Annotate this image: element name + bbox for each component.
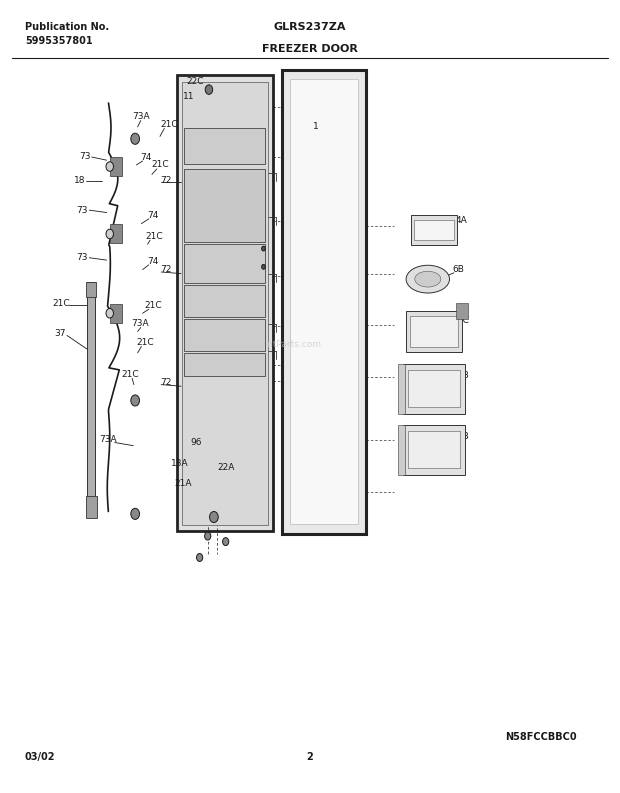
Polygon shape (410, 215, 457, 245)
Polygon shape (403, 363, 465, 414)
Text: 21C: 21C (122, 370, 139, 379)
Text: 72: 72 (161, 377, 172, 387)
Polygon shape (414, 220, 453, 240)
Text: 73: 73 (79, 151, 91, 161)
Circle shape (262, 246, 265, 251)
Circle shape (131, 133, 140, 144)
Text: 73: 73 (77, 205, 88, 215)
Polygon shape (456, 303, 468, 319)
Text: 72: 72 (161, 265, 172, 274)
Text: 21A: 21A (175, 479, 192, 488)
Text: 1: 1 (313, 122, 319, 132)
Text: 21C: 21C (161, 120, 178, 129)
Text: 6B: 6B (453, 265, 465, 274)
Polygon shape (184, 285, 265, 317)
Circle shape (197, 554, 203, 561)
Text: 11: 11 (184, 92, 195, 102)
Polygon shape (184, 128, 265, 164)
Text: 73: 73 (77, 253, 88, 262)
Circle shape (205, 532, 211, 540)
Polygon shape (184, 320, 265, 351)
Circle shape (262, 265, 265, 270)
Text: 74: 74 (141, 152, 152, 162)
Ellipse shape (406, 265, 450, 293)
Text: 22C: 22C (187, 77, 204, 86)
Text: GLRS237ZA: GLRS237ZA (274, 22, 346, 33)
Polygon shape (182, 82, 268, 525)
Text: FREEZER DOOR: FREEZER DOOR (262, 44, 358, 54)
Text: 37: 37 (55, 328, 66, 338)
Polygon shape (86, 496, 97, 518)
Text: 4C: 4C (458, 316, 470, 325)
Circle shape (131, 395, 140, 406)
Polygon shape (408, 431, 460, 468)
Polygon shape (110, 304, 122, 323)
Polygon shape (398, 425, 405, 474)
Text: 18: 18 (74, 175, 85, 185)
Text: N58FCCBBC0: N58FCCBBC0 (505, 733, 577, 742)
Polygon shape (398, 363, 405, 414)
Polygon shape (177, 75, 273, 531)
Text: 21C: 21C (144, 301, 162, 310)
Text: 73A: 73A (100, 435, 117, 444)
Circle shape (223, 538, 229, 546)
Circle shape (131, 508, 140, 519)
Polygon shape (184, 354, 265, 377)
Text: eReplacementParts.com: eReplacementParts.com (211, 340, 322, 350)
Circle shape (205, 85, 213, 94)
Text: 21C: 21C (52, 299, 69, 308)
Circle shape (210, 511, 218, 523)
Text: 73A: 73A (133, 112, 150, 121)
Text: 21C: 21C (136, 338, 154, 347)
Polygon shape (86, 282, 96, 297)
Polygon shape (184, 244, 265, 283)
Polygon shape (282, 70, 366, 534)
Text: 74: 74 (147, 257, 158, 266)
Ellipse shape (415, 271, 441, 287)
Polygon shape (403, 425, 465, 474)
Polygon shape (87, 282, 95, 511)
Text: 21C: 21C (146, 232, 163, 241)
Text: 4B: 4B (458, 371, 469, 381)
Polygon shape (110, 224, 122, 243)
Text: 4A: 4A (456, 216, 467, 225)
Polygon shape (184, 169, 265, 242)
Text: 22A: 22A (217, 463, 234, 473)
Polygon shape (290, 79, 358, 524)
Polygon shape (410, 316, 458, 347)
Polygon shape (406, 311, 462, 352)
Text: 74: 74 (147, 211, 158, 220)
Text: 73A: 73A (131, 319, 149, 328)
Text: 96: 96 (191, 438, 202, 447)
Text: 21C: 21C (151, 160, 169, 170)
Text: 2: 2 (307, 753, 313, 762)
Circle shape (106, 162, 113, 171)
Text: 03/02: 03/02 (25, 753, 55, 762)
Polygon shape (110, 157, 122, 176)
Text: 4B: 4B (458, 432, 469, 442)
Circle shape (106, 229, 113, 239)
Polygon shape (408, 370, 460, 408)
Circle shape (106, 308, 113, 318)
Text: Publication No.: Publication No. (25, 22, 109, 33)
Text: 72: 72 (161, 176, 172, 186)
Text: 13A: 13A (171, 458, 188, 468)
Text: 5995357801: 5995357801 (25, 36, 92, 47)
